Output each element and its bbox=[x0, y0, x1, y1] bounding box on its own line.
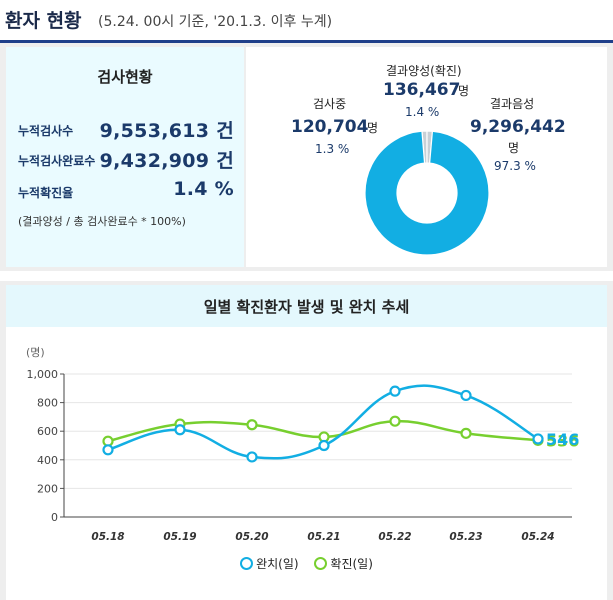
header-divider bbox=[0, 40, 613, 43]
y-tick-label: 800 bbox=[37, 397, 58, 410]
x-tick-label: 05.23 bbox=[449, 531, 482, 543]
positive-rate-note: (결과양성 / 총 검사완료수 * 100%) bbox=[18, 215, 186, 228]
page-header: 환자 현황 (5.24. 00시 기준, '20.1.3. 이후 누계) bbox=[0, 0, 613, 40]
end-value-label-confirmed: 536 bbox=[546, 431, 579, 450]
data-point-confirmed[interactable] bbox=[389, 415, 401, 427]
summary-row-total-tests: 누적검사수 9,553,613 건 bbox=[18, 116, 234, 142]
summary-row-positive-rate: 누적확진율 1.4 % bbox=[18, 178, 234, 202]
summary-row-label: 누적검사완료수 bbox=[18, 154, 96, 168]
donut-unit-pending: 명 bbox=[367, 121, 379, 135]
summary-row-value: 9,553,613 건 bbox=[99, 120, 234, 142]
data-point-confirmed[interactable] bbox=[460, 427, 472, 439]
trend-title-bar bbox=[6, 285, 607, 327]
legend-label-recovered: 완치(일) bbox=[256, 557, 299, 571]
donut-segment-negative bbox=[364, 130, 490, 256]
test-summary-box bbox=[6, 47, 244, 267]
legend-item-confirmed[interactable]: 확진(일) bbox=[314, 555, 373, 572]
summary-row-value: 9,432,909 건 bbox=[99, 150, 234, 172]
y-tick-label: 600 bbox=[37, 425, 58, 438]
data-point-recovered[interactable] bbox=[460, 389, 472, 402]
data-point-confirmed[interactable] bbox=[246, 419, 258, 431]
legend-marker-recovered bbox=[240, 557, 254, 570]
data-point-recovered[interactable] bbox=[102, 444, 114, 456]
data-point-recovered[interactable] bbox=[174, 424, 186, 436]
legend-item-recovered[interactable]: 완치(일) bbox=[240, 555, 299, 572]
end-value-label-recovered: 546 bbox=[546, 430, 579, 449]
donut-value-negative: 9,296,442 bbox=[470, 117, 566, 137]
y-tick-label: 0 bbox=[51, 511, 58, 524]
data-point-recovered[interactable] bbox=[389, 385, 401, 397]
page-subtitle: (5.24. 00시 기준, '20.1.3. 이후 누계) bbox=[98, 14, 333, 30]
donut-unit-negative: 명 bbox=[508, 141, 520, 155]
donut-value-pending: 120,704 bbox=[291, 117, 369, 137]
donut-pct-negative: 97.3 % bbox=[494, 159, 536, 173]
x-tick-label: 05.24 bbox=[521, 531, 554, 543]
x-tick-label: 05.19 bbox=[163, 531, 196, 543]
legend-marker-confirmed bbox=[314, 557, 328, 570]
donut-label-pending: 검사중 bbox=[313, 97, 347, 111]
summary-row-label: 누적검사수 bbox=[18, 124, 74, 138]
donut-label-negative: 결과음성 bbox=[490, 97, 535, 111]
y-tick-label: 200 bbox=[37, 482, 58, 495]
donut-label-positive: 결과양성(확진) bbox=[386, 64, 462, 78]
donut-pct-positive: 1.4 % bbox=[405, 105, 440, 119]
x-tick-label: 05.21 bbox=[307, 531, 340, 543]
donut-value-positive: 136,467 bbox=[383, 80, 461, 100]
trend-chart-title: 일별 확진환자 발생 및 완치 추세 bbox=[203, 298, 410, 316]
y-tick-label: 1,000 bbox=[27, 368, 59, 381]
data-point-recovered[interactable] bbox=[532, 433, 544, 445]
donut-unit-positive: 명 bbox=[458, 84, 470, 98]
chart-legend: 완치(일) 확진(일) bbox=[0, 555, 613, 572]
y-axis-label: (명) bbox=[26, 346, 45, 359]
summary-row-completed-tests: 누적검사완료수 9,432,909 건 bbox=[18, 146, 234, 172]
legend-label-confirmed: 확진(일) bbox=[330, 557, 373, 571]
y-tick-label: 400 bbox=[37, 454, 58, 467]
x-tick-label: 05.22 bbox=[378, 531, 411, 543]
donut-pct-pending: 1.3 % bbox=[315, 142, 350, 156]
x-tick-label: 05.18 bbox=[91, 531, 124, 543]
data-point-recovered[interactable] bbox=[318, 439, 330, 452]
x-tick-label: 05.20 bbox=[235, 531, 268, 543]
data-point-recovered[interactable] bbox=[246, 451, 258, 463]
page-title: 환자 현황 bbox=[5, 10, 82, 32]
summary-row-value: 1.4 % bbox=[173, 178, 234, 200]
summary-row-label: 누적확진율 bbox=[18, 186, 74, 200]
test-summary-title: 검사현황 bbox=[97, 68, 153, 86]
